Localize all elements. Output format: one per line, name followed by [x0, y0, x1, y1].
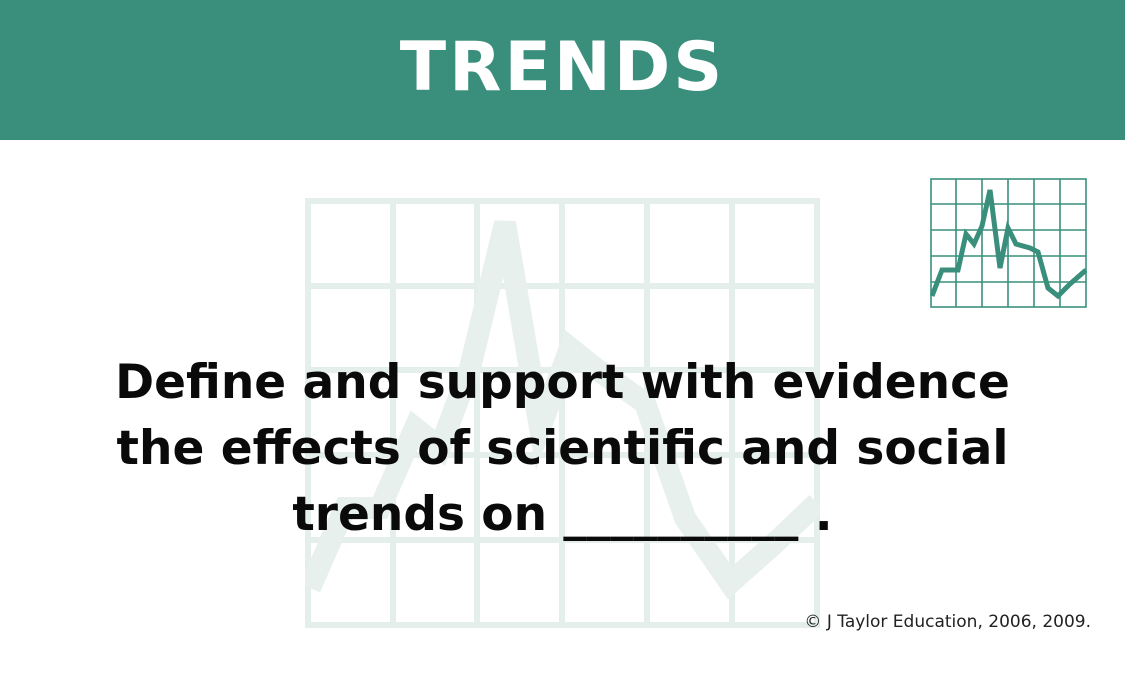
- slide-title: TRENDS: [399, 27, 726, 107]
- line-chart-watermark: [305, 198, 820, 628]
- line-chart-icon: [930, 178, 1087, 308]
- prompt-line: the effects of scientific and social: [116, 421, 1009, 476]
- prompt-line: Define and support with evidence: [115, 355, 1010, 410]
- title-banner: TRENDS: [0, 0, 1125, 140]
- copyright-notice: © J Taylor Education, 2006, 2009.: [804, 612, 1091, 632]
- prompt-line: trends on __________ .: [292, 487, 833, 542]
- prompt-text: Define and support with evidence the eff…: [20, 350, 1105, 548]
